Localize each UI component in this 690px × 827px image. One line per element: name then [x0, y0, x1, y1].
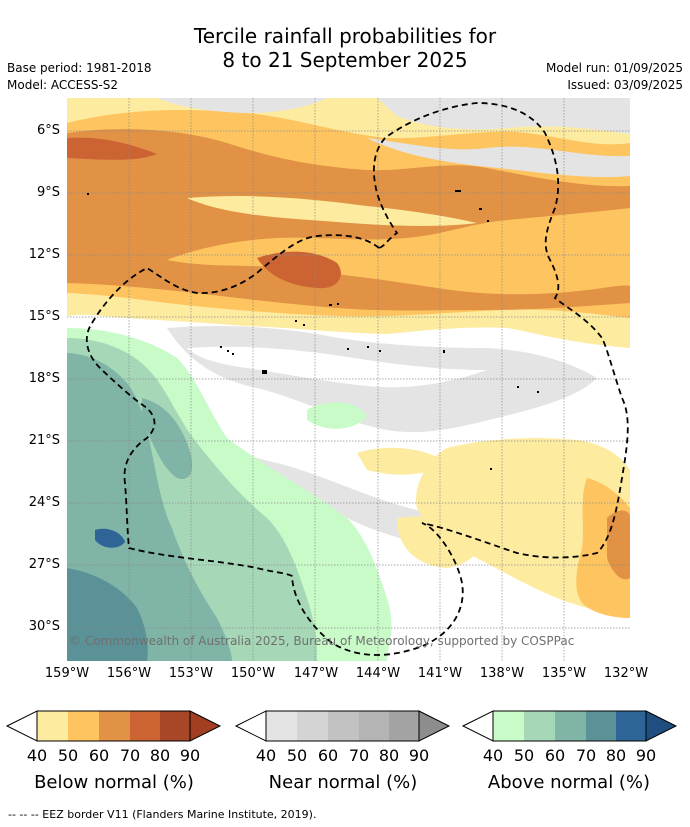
above-swatch-3	[555, 711, 586, 741]
near-swatch-3	[328, 711, 359, 741]
near-tick-60: 60	[317, 746, 339, 765]
lat-label-6s: 6°S	[36, 123, 60, 138]
below-pale-streak	[187, 195, 477, 226]
lon-label-138w: 138°W	[479, 666, 525, 681]
near-swatch-5	[389, 711, 419, 741]
near-swatch-2	[297, 711, 328, 741]
lon-label-132w: 132°W	[603, 666, 649, 681]
below-60-patch-east	[607, 510, 630, 580]
lat-label-24s: 24°S	[28, 495, 60, 510]
base-period: Base period: 1981-2018	[7, 61, 152, 75]
below-40-patch-south	[397, 516, 481, 568]
lon-label-153w: 153°W	[168, 666, 214, 681]
lat-label-15s: 15°S	[28, 309, 60, 324]
map-canvas	[67, 98, 630, 661]
above-tick-60: 60	[544, 746, 566, 765]
above-tick-90: 90	[635, 746, 657, 765]
model-name: Model: ACCESS-S2	[7, 78, 119, 92]
near-tick-70: 70	[348, 746, 370, 765]
legend-near-label: Near normal (%)	[268, 772, 418, 793]
lat-label-12s: 12°S	[28, 247, 60, 262]
below-swatch-1	[37, 711, 68, 741]
above-70-region	[67, 568, 148, 661]
below-swatch-5	[160, 711, 190, 741]
lon-label-147w: 147°W	[293, 666, 339, 681]
lat-label-18s: 18°S	[28, 371, 60, 386]
lon-label-159w: 159°W	[44, 666, 90, 681]
lat-label-9s: 9°S	[36, 185, 60, 200]
near-swatch-4	[359, 711, 389, 741]
above-tick-70: 70	[575, 746, 597, 765]
above-tick-40: 40	[482, 746, 504, 765]
above-tick-80: 80	[605, 746, 627, 765]
near-normal-colorbar	[234, 710, 451, 742]
above-80-patch	[95, 528, 125, 548]
legend-above-label: Above normal (%)	[487, 772, 651, 793]
above-60-patch	[142, 398, 193, 479]
above-swatch-1	[493, 711, 524, 741]
below-70-region	[67, 137, 157, 160]
below-40-patch-mid	[357, 447, 447, 475]
below-swatch-6	[190, 711, 220, 741]
above-swatch-6	[646, 711, 676, 741]
title-line-1: Tercile rainfall probabilities for	[193, 24, 497, 48]
issued-date: Issued: 03/09/2025	[567, 78, 683, 92]
lon-label-150w: 150°W	[230, 666, 276, 681]
below-tick-40: 40	[26, 746, 48, 765]
title-line-2: 8 to 21 September 2025	[222, 48, 468, 72]
near-swatch-6	[419, 711, 449, 741]
lat-label-21s: 21°S	[28, 433, 60, 448]
near-grey-north-1	[157, 98, 327, 114]
above-swatch-2	[524, 711, 555, 741]
near-swatch-1	[266, 711, 297, 741]
lon-label-144w: 144°W	[355, 666, 401, 681]
above-40-patch	[307, 402, 367, 429]
copyright-notice: © Commonwealth of Australia 2025, Bureau…	[69, 634, 575, 648]
below-swatch-2	[68, 711, 99, 741]
lon-label-141w: 141°W	[417, 666, 463, 681]
above-swatch-5	[616, 711, 646, 741]
below-swatch-3	[99, 711, 130, 741]
probability-map	[67, 98, 630, 661]
legend-colorbars	[5, 710, 678, 742]
eez-border-note: -- -- -- EEZ border V11 (Flanders Marine…	[8, 808, 317, 821]
below-tick-50: 50	[57, 746, 79, 765]
below-70-region-2	[257, 251, 341, 289]
below-tick-80: 80	[149, 746, 171, 765]
islands	[87, 190, 539, 470]
near-tick-80: 80	[378, 746, 400, 765]
lon-label-135w: 135°W	[541, 666, 587, 681]
near-tick-90: 90	[408, 746, 430, 765]
lat-label-30s: 30°S	[28, 619, 60, 634]
above-swatch-4	[586, 711, 616, 741]
below-40-patch-east	[416, 438, 630, 618]
eez-border	[85, 102, 629, 656]
below-tick-90: 90	[179, 746, 201, 765]
lat-label-27s: 27°S	[28, 557, 60, 572]
lon-label-156w: 156°W	[106, 666, 152, 681]
legend-below-label: Below normal (%)	[34, 772, 194, 793]
gridlines	[67, 98, 630, 661]
model-run: Model run: 01/09/2025	[545, 61, 683, 75]
below-normal-colorbar	[5, 710, 222, 742]
near-white-center	[187, 346, 487, 388]
above-tick-50: 50	[513, 746, 535, 765]
near-tick-50: 50	[286, 746, 308, 765]
near-tick-40: 40	[255, 746, 277, 765]
above-normal-colorbar	[461, 710, 678, 742]
map-title: Tercile rainfall probabilities for 8 to …	[0, 24, 690, 72]
below-swatch-4	[130, 711, 160, 741]
below-tick-60: 60	[88, 746, 110, 765]
below-tick-70: 70	[119, 746, 141, 765]
